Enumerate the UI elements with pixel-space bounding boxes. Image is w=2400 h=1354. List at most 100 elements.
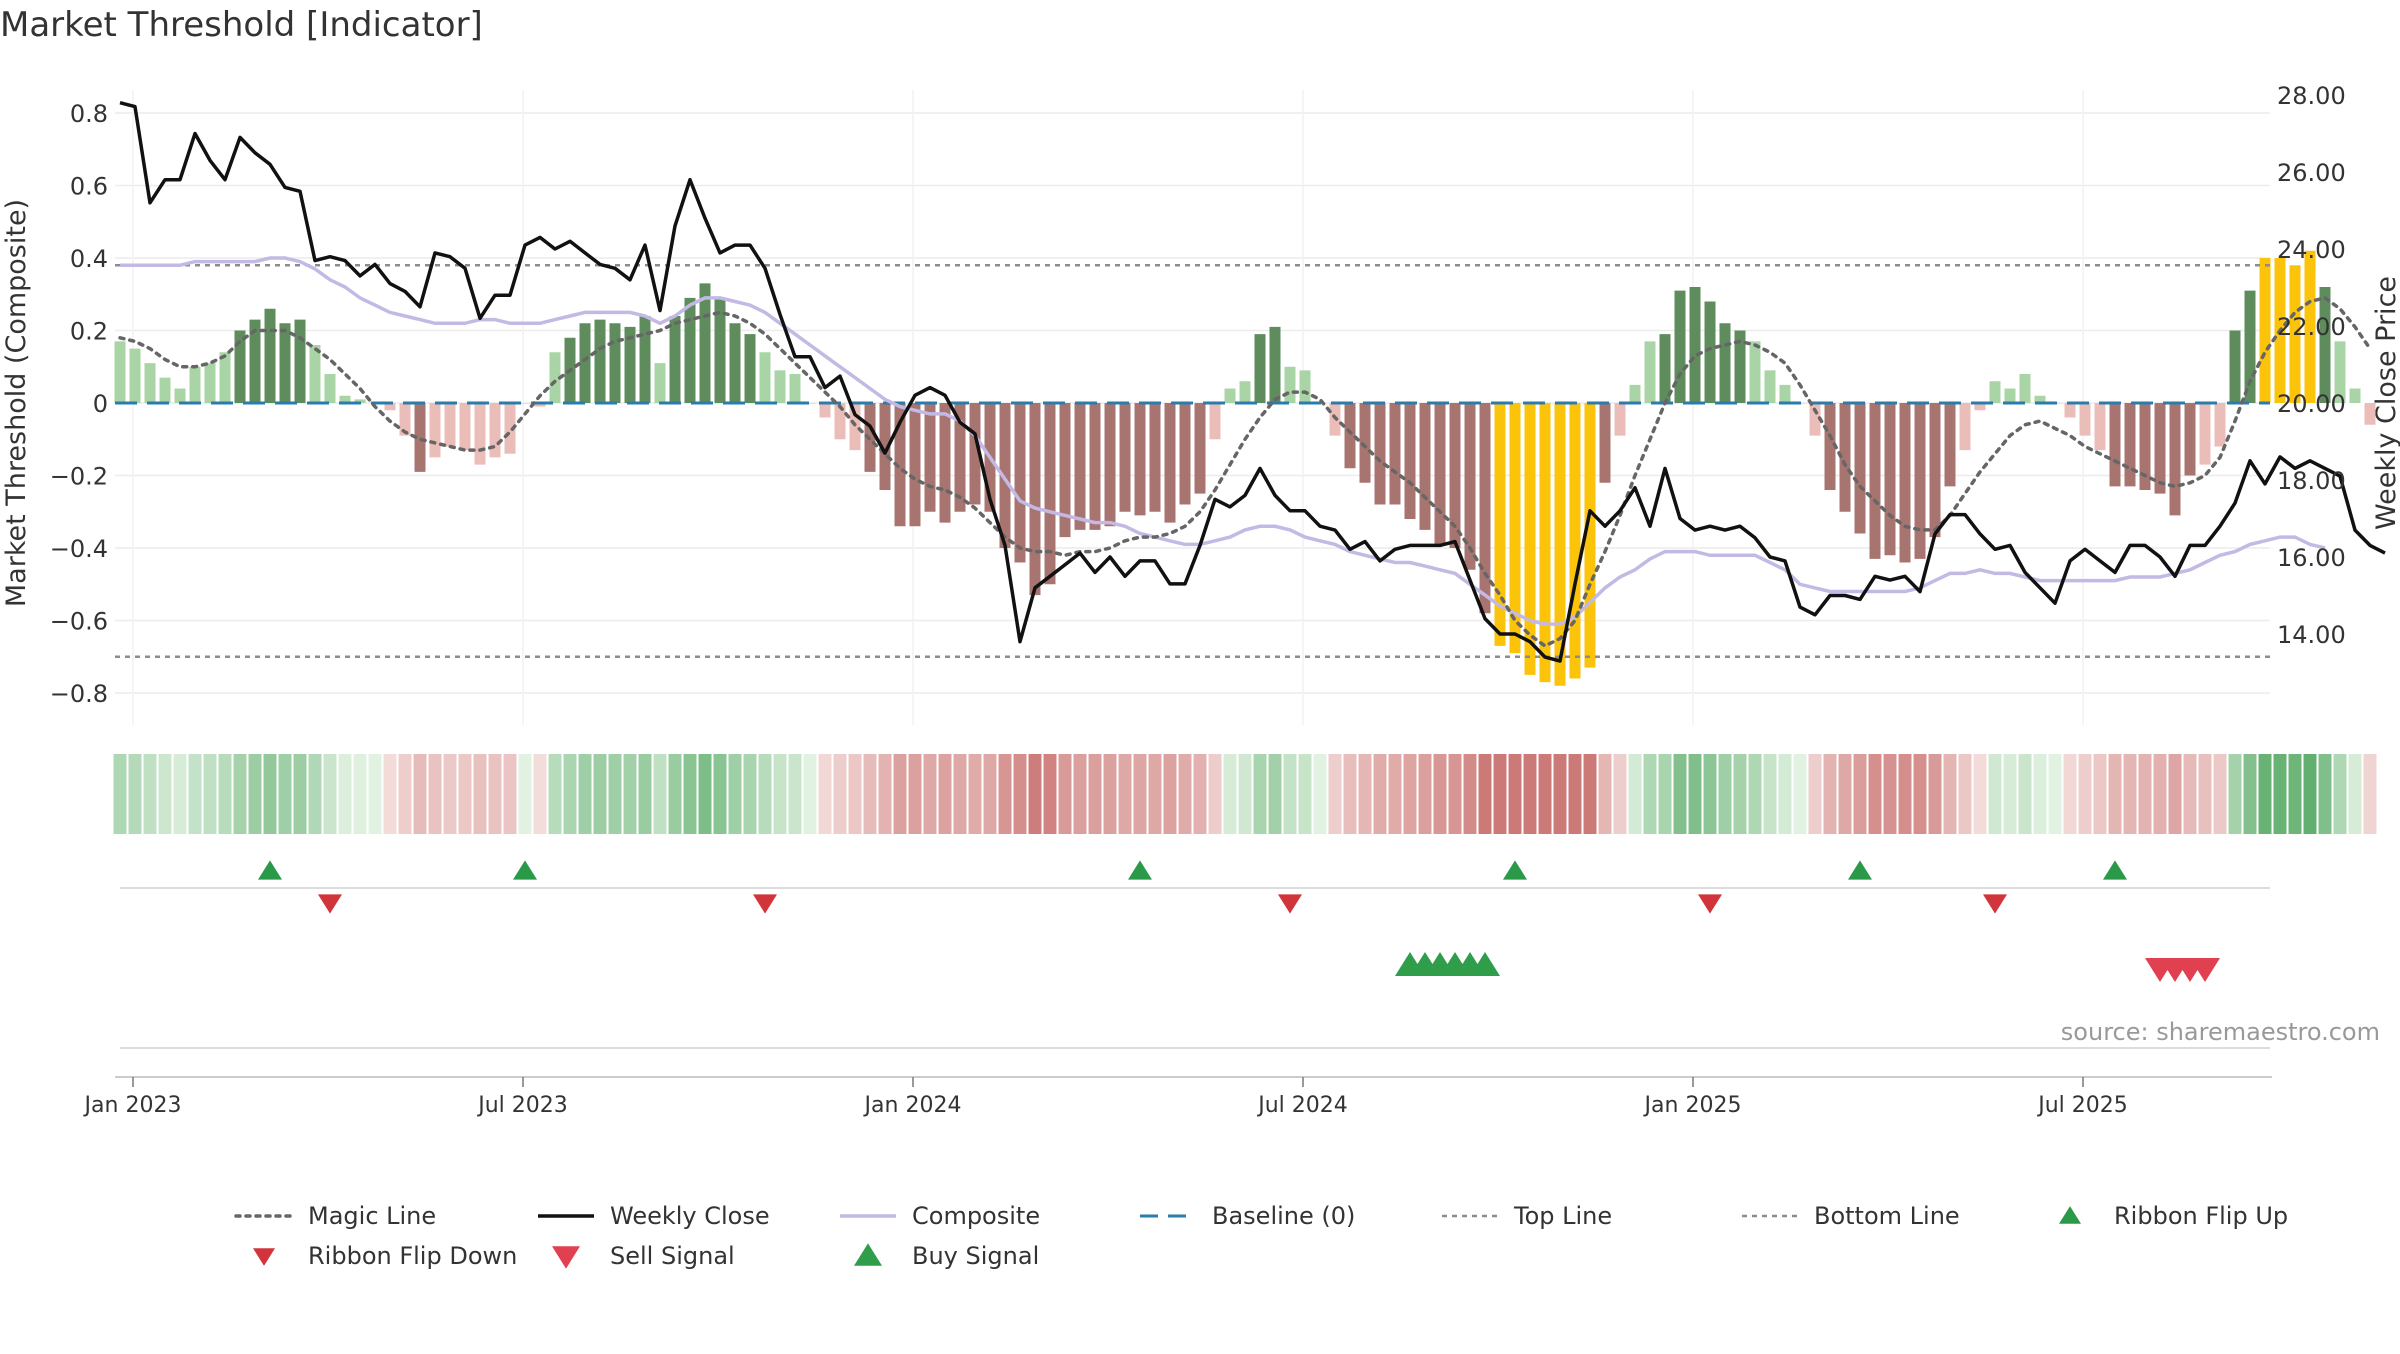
ribbon-cell bbox=[698, 754, 712, 834]
composite-bar bbox=[894, 403, 906, 527]
composite-bar bbox=[1644, 341, 1656, 403]
ribbon-cell bbox=[1568, 754, 1582, 834]
ribbon-cell bbox=[1463, 754, 1477, 834]
ribbon-cell bbox=[1553, 754, 1567, 834]
legend-item-composite: Composite bbox=[840, 1202, 1040, 1230]
legend-item-top: Top Line bbox=[1442, 1202, 1612, 1230]
composite-bar bbox=[129, 348, 141, 403]
composite-bar bbox=[1014, 403, 1026, 563]
composite-bar bbox=[1449, 403, 1461, 548]
ribbon-cell bbox=[1583, 754, 1597, 834]
ribbon-cell bbox=[1298, 754, 1312, 834]
ribbon-cell bbox=[653, 754, 667, 834]
ribbon-flip-down-marker bbox=[1278, 894, 1302, 914]
ribbon-cell bbox=[533, 754, 547, 834]
y-tick-left: 0.2 bbox=[70, 318, 108, 346]
legend-item-magic: Magic Line bbox=[234, 1202, 436, 1230]
composite-bar bbox=[309, 345, 321, 403]
x-tick-label: Jan 2024 bbox=[863, 1093, 962, 1118]
composite-bar bbox=[549, 352, 561, 403]
ribbon-cell bbox=[143, 754, 157, 834]
signal-markers bbox=[120, 860, 2270, 1049]
ribbon-cell bbox=[1493, 754, 1507, 834]
composite-bar bbox=[774, 370, 786, 403]
composite-bar bbox=[2349, 388, 2361, 403]
ribbon-cell bbox=[518, 754, 532, 834]
ribbon-cell bbox=[503, 754, 517, 834]
ribbon-flip-up-marker bbox=[258, 860, 282, 880]
ribbon-flip-down-marker bbox=[1983, 894, 2007, 914]
ribbon-cell bbox=[1523, 754, 1537, 834]
composite-bar bbox=[639, 316, 651, 403]
composite-bar bbox=[879, 403, 891, 490]
ribbon-cell bbox=[1928, 754, 1942, 834]
composite-bar bbox=[1074, 403, 1086, 530]
ribbon-cell bbox=[2003, 754, 2017, 834]
ribbon-cell bbox=[833, 754, 847, 834]
composite-bar bbox=[939, 403, 951, 523]
ribbon-cell bbox=[1958, 754, 1972, 834]
ribbon-cell bbox=[2048, 754, 2062, 834]
ribbon-cell bbox=[803, 754, 817, 834]
composite-bar bbox=[1494, 403, 1506, 646]
ribbon-cell bbox=[1748, 754, 1762, 834]
ribbon-cell bbox=[953, 754, 967, 834]
composite-bar bbox=[534, 403, 546, 407]
ribbon-cell bbox=[1823, 754, 1837, 834]
y-tick-right: 28.00 bbox=[2277, 82, 2346, 110]
y-tick-left: −0.8 bbox=[50, 680, 108, 708]
ribbon-cell bbox=[1268, 754, 1282, 834]
composite-bar bbox=[1809, 403, 1821, 436]
composite-bar bbox=[1914, 403, 1926, 559]
buy-signal-marker bbox=[1470, 952, 1500, 976]
ribbon-cell bbox=[1658, 754, 1672, 834]
composite-bar bbox=[1974, 403, 1986, 411]
ribbon-cell bbox=[1163, 754, 1177, 834]
ribbon-cell bbox=[1913, 754, 1927, 834]
composite-bar bbox=[1404, 403, 1416, 519]
composite-bar bbox=[2004, 388, 2016, 403]
ribbon-cell bbox=[2078, 754, 2092, 834]
y-tick-left: −0.2 bbox=[50, 463, 108, 491]
y-tick-left: 0.8 bbox=[70, 100, 108, 128]
ribbon-cell bbox=[1433, 754, 1447, 834]
composite-bar bbox=[459, 403, 471, 451]
ribbon-cell bbox=[818, 754, 832, 834]
ribbon-cell bbox=[923, 754, 937, 834]
ribbon-cell bbox=[2033, 754, 2047, 834]
composite-bar bbox=[339, 395, 351, 403]
composite-bar bbox=[954, 403, 966, 512]
ribbon-cell bbox=[668, 754, 682, 834]
composite-bar bbox=[2064, 403, 2076, 418]
ribbon-cell bbox=[1388, 754, 1402, 834]
legend-swatch bbox=[2059, 1206, 2081, 1224]
ribbon-cell bbox=[2288, 754, 2302, 834]
composite-bar bbox=[1629, 384, 1641, 403]
composite-bar bbox=[609, 323, 621, 403]
ribbon-cell bbox=[1943, 754, 1957, 834]
composite-bar bbox=[279, 323, 291, 403]
ribbon-cell bbox=[1418, 754, 1432, 834]
composite-bar bbox=[1194, 403, 1206, 494]
composite-bar bbox=[2169, 403, 2181, 516]
composite-bar bbox=[2229, 330, 2241, 403]
composite-bar bbox=[2139, 403, 2151, 490]
y-axis-right-label: Weekly Close Price bbox=[2371, 276, 2400, 530]
composite-bar bbox=[924, 403, 936, 512]
ribbon-cell bbox=[1283, 754, 1297, 834]
composite-bar bbox=[399, 403, 411, 436]
composite-bars bbox=[114, 250, 2376, 686]
composite-bar bbox=[144, 363, 156, 403]
composite-bar bbox=[1359, 403, 1371, 483]
ribbon-flip-down-marker bbox=[1698, 894, 1722, 914]
composite-bar bbox=[1884, 403, 1896, 556]
composite-bar bbox=[1869, 403, 1881, 559]
ribbon-cell bbox=[1103, 754, 1117, 834]
ribbon-cell bbox=[1478, 754, 1492, 834]
ribbon-cell bbox=[1778, 754, 1792, 834]
composite-bar bbox=[1554, 403, 1566, 686]
ribbon-cell bbox=[488, 754, 502, 834]
composite-bar bbox=[354, 399, 366, 403]
composite-bar bbox=[2109, 403, 2121, 487]
ribbon-cell bbox=[2363, 754, 2377, 834]
